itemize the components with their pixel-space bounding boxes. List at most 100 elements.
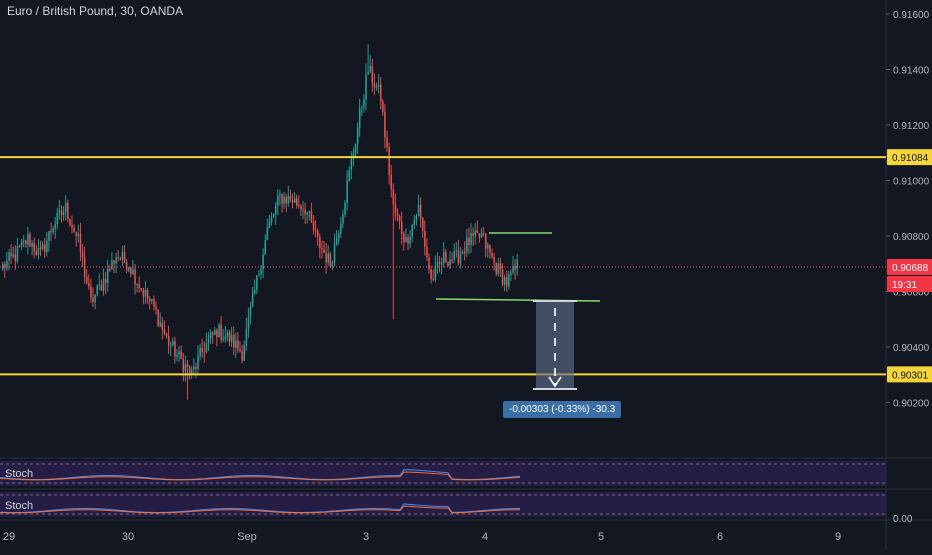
candle-body [455, 250, 458, 252]
candle-body [125, 262, 128, 271]
candle-body [499, 263, 502, 270]
candle-body [352, 152, 355, 159]
candle-body [153, 299, 155, 307]
candle-body [140, 288, 143, 291]
time-label: 3 [363, 531, 369, 543]
candle-body [424, 230, 426, 247]
stoch-pane-2[interactable] [0, 492, 886, 517]
candle-body [407, 237, 409, 244]
candle-body [321, 248, 323, 250]
time-label: 9 [835, 531, 841, 543]
candle-body [220, 324, 222, 340]
candle-body [310, 211, 313, 222]
candle-body [205, 343, 208, 353]
current-price-tag: 0.90688 [892, 263, 929, 274]
candle-body [228, 332, 231, 342]
candle-body [239, 349, 241, 352]
candle-body [33, 242, 35, 252]
time-label: Sep [237, 531, 257, 543]
stoch-pane-1[interactable] [0, 461, 886, 486]
time-label: 4 [482, 531, 488, 543]
candle-body [516, 260, 518, 270]
candle-body [75, 232, 77, 236]
candle-body [251, 293, 254, 307]
candle-body [401, 221, 403, 235]
candle-body [384, 111, 386, 138]
candle-body [449, 259, 451, 266]
candle-body [388, 147, 390, 175]
candle-body [497, 263, 500, 274]
candle-body [285, 196, 287, 204]
candle-body [371, 66, 374, 84]
candle-body [46, 240, 48, 252]
candle-body [195, 366, 197, 370]
candle-body [304, 209, 306, 215]
candle-body [222, 338, 224, 340]
candle-body [29, 233, 31, 247]
time-label: 5 [598, 531, 604, 543]
candle-body [37, 247, 40, 255]
candle-body [312, 221, 315, 231]
candle-body [348, 170, 350, 181]
candle-body [4, 263, 6, 268]
candle-body [254, 289, 256, 294]
candle-body [367, 71, 369, 75]
candle-body [344, 202, 346, 215]
candle-body [218, 324, 220, 338]
candle-body [268, 221, 271, 228]
candle-body [377, 84, 380, 87]
candle-body [335, 237, 338, 244]
candle-body [277, 195, 279, 206]
time-label: 30 [122, 531, 134, 543]
candle-body [317, 230, 319, 237]
candle-body [422, 218, 424, 231]
countdown-tag-bg [887, 276, 932, 293]
candle-body [329, 253, 332, 267]
candle-body [432, 278, 434, 280]
candle-body [191, 369, 193, 374]
candle-body [157, 309, 159, 327]
candle-body [132, 269, 134, 274]
candle-body [411, 224, 413, 237]
candle-body [138, 283, 140, 289]
candle-body [438, 262, 441, 264]
candle-body [392, 189, 395, 205]
candle-body [260, 269, 262, 275]
candle-body [249, 306, 252, 317]
candle-body [2, 263, 4, 270]
candle-body [12, 254, 14, 257]
candle-body [342, 214, 344, 224]
candle-body [226, 332, 229, 337]
candle-body [346, 180, 348, 203]
stoch-label-2[interactable]: Stoch [5, 500, 34, 512]
candle-body [16, 246, 19, 261]
stoch-label-1[interactable]: Stoch [5, 468, 34, 480]
symbol-title[interactable]: Euro / British Pound, 30, OANDA [7, 4, 184, 18]
candle-body [20, 241, 23, 247]
candle-body [459, 254, 462, 264]
candle-body [275, 205, 277, 214]
candle-body [176, 354, 178, 357]
candle-body [485, 234, 487, 249]
candle-body [476, 230, 479, 234]
candle-body [167, 335, 170, 346]
candle-body [302, 209, 304, 211]
candle-body [453, 250, 455, 260]
candle-body [256, 275, 258, 290]
candle-body [319, 236, 321, 249]
candle-body [111, 260, 113, 270]
candle-body [363, 99, 365, 108]
candle-body [123, 252, 126, 263]
candle-body [390, 174, 392, 190]
candle-body [136, 283, 138, 285]
candle-body [503, 277, 506, 285]
candle-body [289, 196, 292, 201]
candle-body [92, 297, 94, 303]
candle-body [308, 211, 311, 214]
candle-body [199, 347, 201, 356]
candle-body [58, 210, 61, 213]
candle-body [419, 204, 422, 219]
candle-body [440, 263, 443, 265]
